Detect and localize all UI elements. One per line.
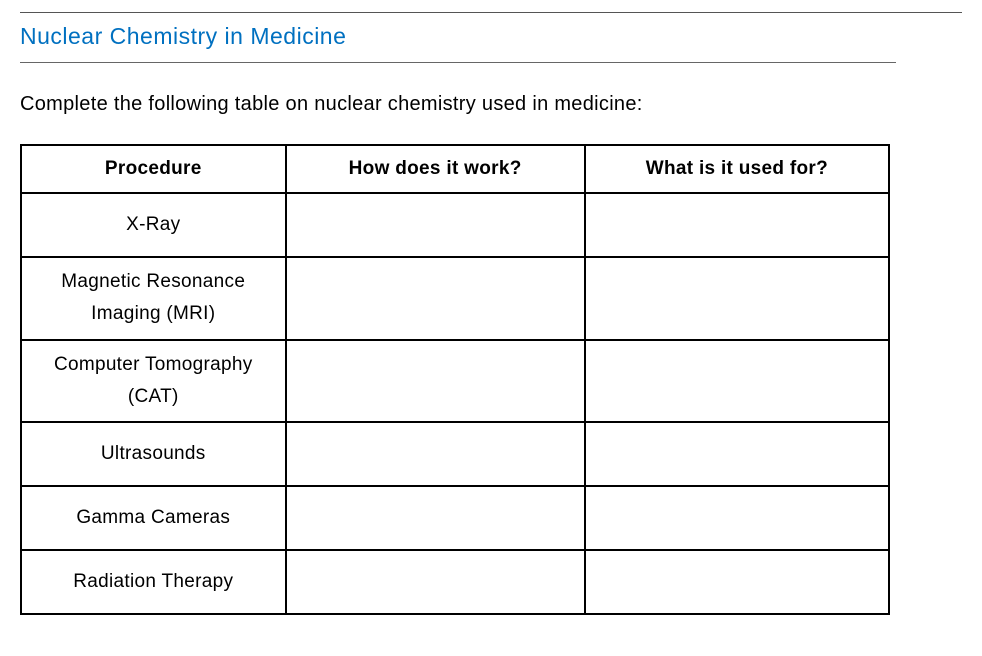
cell-used	[585, 422, 889, 486]
cell-procedure: Magnetic Resonance Imaging (MRI)	[21, 257, 286, 340]
cell-procedure: Radiation Therapy	[21, 550, 286, 614]
instruction-text: Complete the following table on nuclear …	[20, 93, 962, 116]
table-header-row: Procedure How does it work? What is it u…	[21, 145, 889, 193]
top-border-line	[20, 12, 962, 13]
cell-procedure: Gamma Cameras	[21, 486, 286, 550]
table-row: Computer Tomography (CAT)	[21, 340, 889, 423]
nuclear-chemistry-table: Procedure How does it work? What is it u…	[20, 144, 890, 615]
cell-used	[585, 340, 889, 423]
cell-how	[286, 422, 585, 486]
table-body: X-Ray Magnetic Resonance Imaging (MRI) C…	[21, 193, 889, 614]
table-row: Ultrasounds	[21, 422, 889, 486]
cell-used	[585, 486, 889, 550]
cell-used	[585, 257, 889, 340]
section-heading: Nuclear Chemistry in Medicine	[20, 23, 962, 50]
cell-procedure: Ultrasounds	[21, 422, 286, 486]
cell-how	[286, 257, 585, 340]
cell-how	[286, 486, 585, 550]
cell-how	[286, 550, 585, 614]
cell-procedure: Computer Tomography (CAT)	[21, 340, 286, 423]
cell-used	[585, 193, 889, 257]
heading-underline	[20, 62, 896, 63]
table-row: Gamma Cameras	[21, 486, 889, 550]
table-row: X-Ray	[21, 193, 889, 257]
column-header-procedure: Procedure	[21, 145, 286, 193]
column-header-used: What is it used for?	[585, 145, 889, 193]
cell-used	[585, 550, 889, 614]
cell-how	[286, 193, 585, 257]
cell-procedure: X-Ray	[21, 193, 286, 257]
cell-how	[286, 340, 585, 423]
table-row: Radiation Therapy	[21, 550, 889, 614]
table-row: Magnetic Resonance Imaging (MRI)	[21, 257, 889, 340]
column-header-how: How does it work?	[286, 145, 585, 193]
